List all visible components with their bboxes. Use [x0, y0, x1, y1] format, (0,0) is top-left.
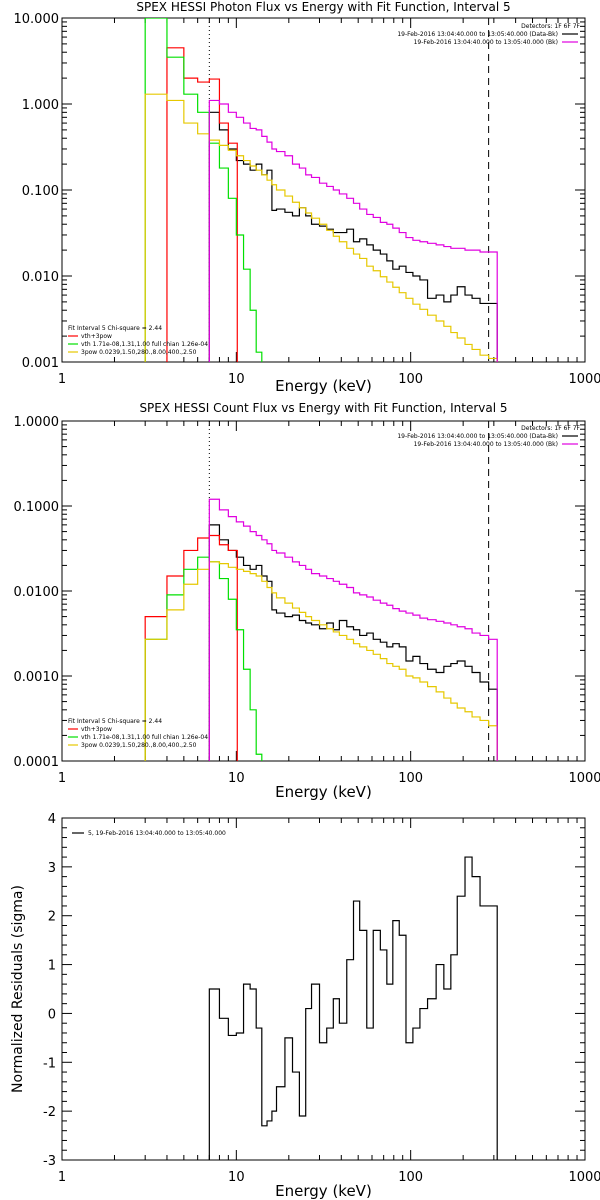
y-tick-label: -3 — [43, 1154, 56, 1169]
y-tick-label: 0 — [48, 1007, 56, 1022]
x-tick-label: 1 — [58, 1170, 66, 1185]
legend-text: 3pow 0.0239,1.50,280.,8.00,400.,2.50 — [81, 349, 197, 356]
y-tick-label: -1 — [43, 1056, 56, 1071]
x-axis-label: Energy (keV) — [275, 783, 372, 801]
legend-text: Detectors: 1F 6F 7F — [521, 23, 580, 30]
x-tick-label: 1 — [58, 771, 66, 786]
legend-text: vth 1.71e-08,1.31,1.00 full chian 1.26e-… — [81, 734, 208, 741]
y-tick-label: 3 — [48, 861, 56, 876]
legend-text: vth+3pow — [81, 726, 112, 733]
x-tick-label: 1000 — [568, 1170, 600, 1185]
y-tick-label: 0.0010 — [14, 670, 60, 685]
series-group — [208, 856, 498, 1160]
legend-text: vth+3pow — [81, 333, 112, 340]
series-line-black — [208, 111, 498, 362]
legend-text: Fit Interval 5 Chi-square = 2.44 — [68, 325, 162, 332]
y-tick-label: 1.0000 — [14, 415, 60, 430]
chart-title: SPEX HESSI Photon Flux vs Energy with Fi… — [136, 0, 510, 14]
chart-residuals: 1 10 100 1000 -3 -2 -1 0 1 2 3 4 Energy (keV) Normali… — [10, 812, 600, 1200]
y-tick-label: 2 — [48, 910, 56, 925]
y-tick-label: 4 — [48, 812, 56, 827]
x-axis-label: Energy (keV) — [275, 1182, 372, 1200]
x-tick-label: 10 — [228, 372, 245, 387]
series-line-red — [166, 47, 238, 362]
y-tick-label: 0.001 — [22, 356, 59, 371]
chart-title: SPEX HESSI Count Flux vs Energy with Fit… — [139, 401, 507, 415]
y-tick-label: 0.010 — [22, 270, 59, 285]
legend-text: 19-Feb-2016 13:04:40.000 to 13:05:40.000… — [397, 433, 558, 440]
y-tick-label: 1 — [48, 959, 56, 974]
series-line-yellow — [144, 93, 498, 362]
y-tick-label: 0.100 — [22, 184, 59, 199]
plot-frame — [61, 17, 586, 363]
series-group — [144, 18, 498, 362]
legend-text: 19-Feb-2016 13:04:40.000 to 13:05:40.000… — [414, 441, 558, 448]
series-line-black — [208, 856, 498, 1160]
y-tick-label: 0.1000 — [14, 500, 60, 515]
y-tick-label: 0.0100 — [14, 585, 60, 600]
x-axis-label: Energy (keV) — [275, 377, 372, 395]
legend-text: Fit Interval 5 Chi-square = 2.44 — [68, 718, 162, 725]
y-tick-label: -2 — [43, 1105, 56, 1120]
x-tick-label: 100 — [398, 1170, 423, 1185]
legend-text: 19-Feb-2016 13:04:40.000 to 13:05:40.000… — [397, 31, 558, 38]
series-line-green — [144, 556, 269, 761]
series-line-yellow — [144, 561, 498, 761]
chart-count: 1 10 100 1000 0.0001 0.0010 0.0100 0.1000 1.0000… — [14, 401, 600, 801]
legend-text: vth 1.71e-08,1.31,1.00 full chian 1.26e-… — [81, 341, 208, 348]
series-line-magenta — [208, 498, 498, 761]
x-tick-label: 10 — [228, 771, 245, 786]
x-tick-label: 1000 — [568, 372, 600, 387]
legend-text: 5, 19-Feb-2016 13:04:40.000 to 13:05:40.… — [88, 830, 226, 837]
series-line-black — [208, 524, 498, 761]
y-tick-label: 0.0001 — [14, 755, 60, 770]
legend-text: 3pow 0.0239,1.50,280.,8.00,400.,2.50 — [81, 742, 197, 749]
y-tick-label: 1.000 — [22, 98, 59, 113]
x-tick-label: 100 — [398, 372, 423, 387]
x-tick-label: 1 — [58, 372, 66, 387]
x-tick-label: 1000 — [568, 771, 600, 786]
chart-photon: 1 10 100 1000 0.001 0.010 0.100 1.000 10.000 SPEX… — [14, 0, 600, 395]
plot-frame — [61, 420, 586, 762]
series-line-magenta — [208, 99, 498, 362]
series-line-green — [144, 18, 269, 362]
plot-frame — [61, 817, 586, 1161]
y-tick-label: 10.000 — [14, 12, 60, 27]
legend-text: 19-Feb-2016 13:04:40.000 to 13:05:40.000… — [414, 39, 558, 46]
y-axis-label: Normalized Residuals (sigma) — [10, 885, 26, 1093]
x-tick-label: 100 — [398, 771, 423, 786]
legend-text: Detectors: 1F 6F 7F — [521, 425, 580, 432]
series-group — [144, 498, 498, 761]
x-tick-label: 10 — [228, 1170, 245, 1185]
